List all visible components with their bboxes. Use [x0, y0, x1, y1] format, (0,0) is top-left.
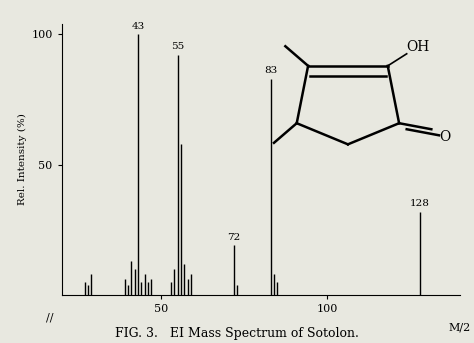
Text: M/2: M/2	[449, 322, 471, 332]
Text: 83: 83	[264, 66, 277, 75]
Text: 128: 128	[410, 199, 430, 208]
Text: 43: 43	[131, 22, 145, 31]
Y-axis label: Rel. Intensity (%): Rel. Intensity (%)	[18, 114, 27, 205]
Text: //: //	[46, 312, 53, 323]
Text: 55: 55	[171, 43, 184, 51]
Text: FIG. 3.   EI Mass Spectrum of Sotolon.: FIG. 3. EI Mass Spectrum of Sotolon.	[115, 327, 359, 340]
Text: O: O	[439, 130, 450, 144]
Text: 72: 72	[228, 233, 241, 241]
Text: OH: OH	[407, 40, 430, 54]
